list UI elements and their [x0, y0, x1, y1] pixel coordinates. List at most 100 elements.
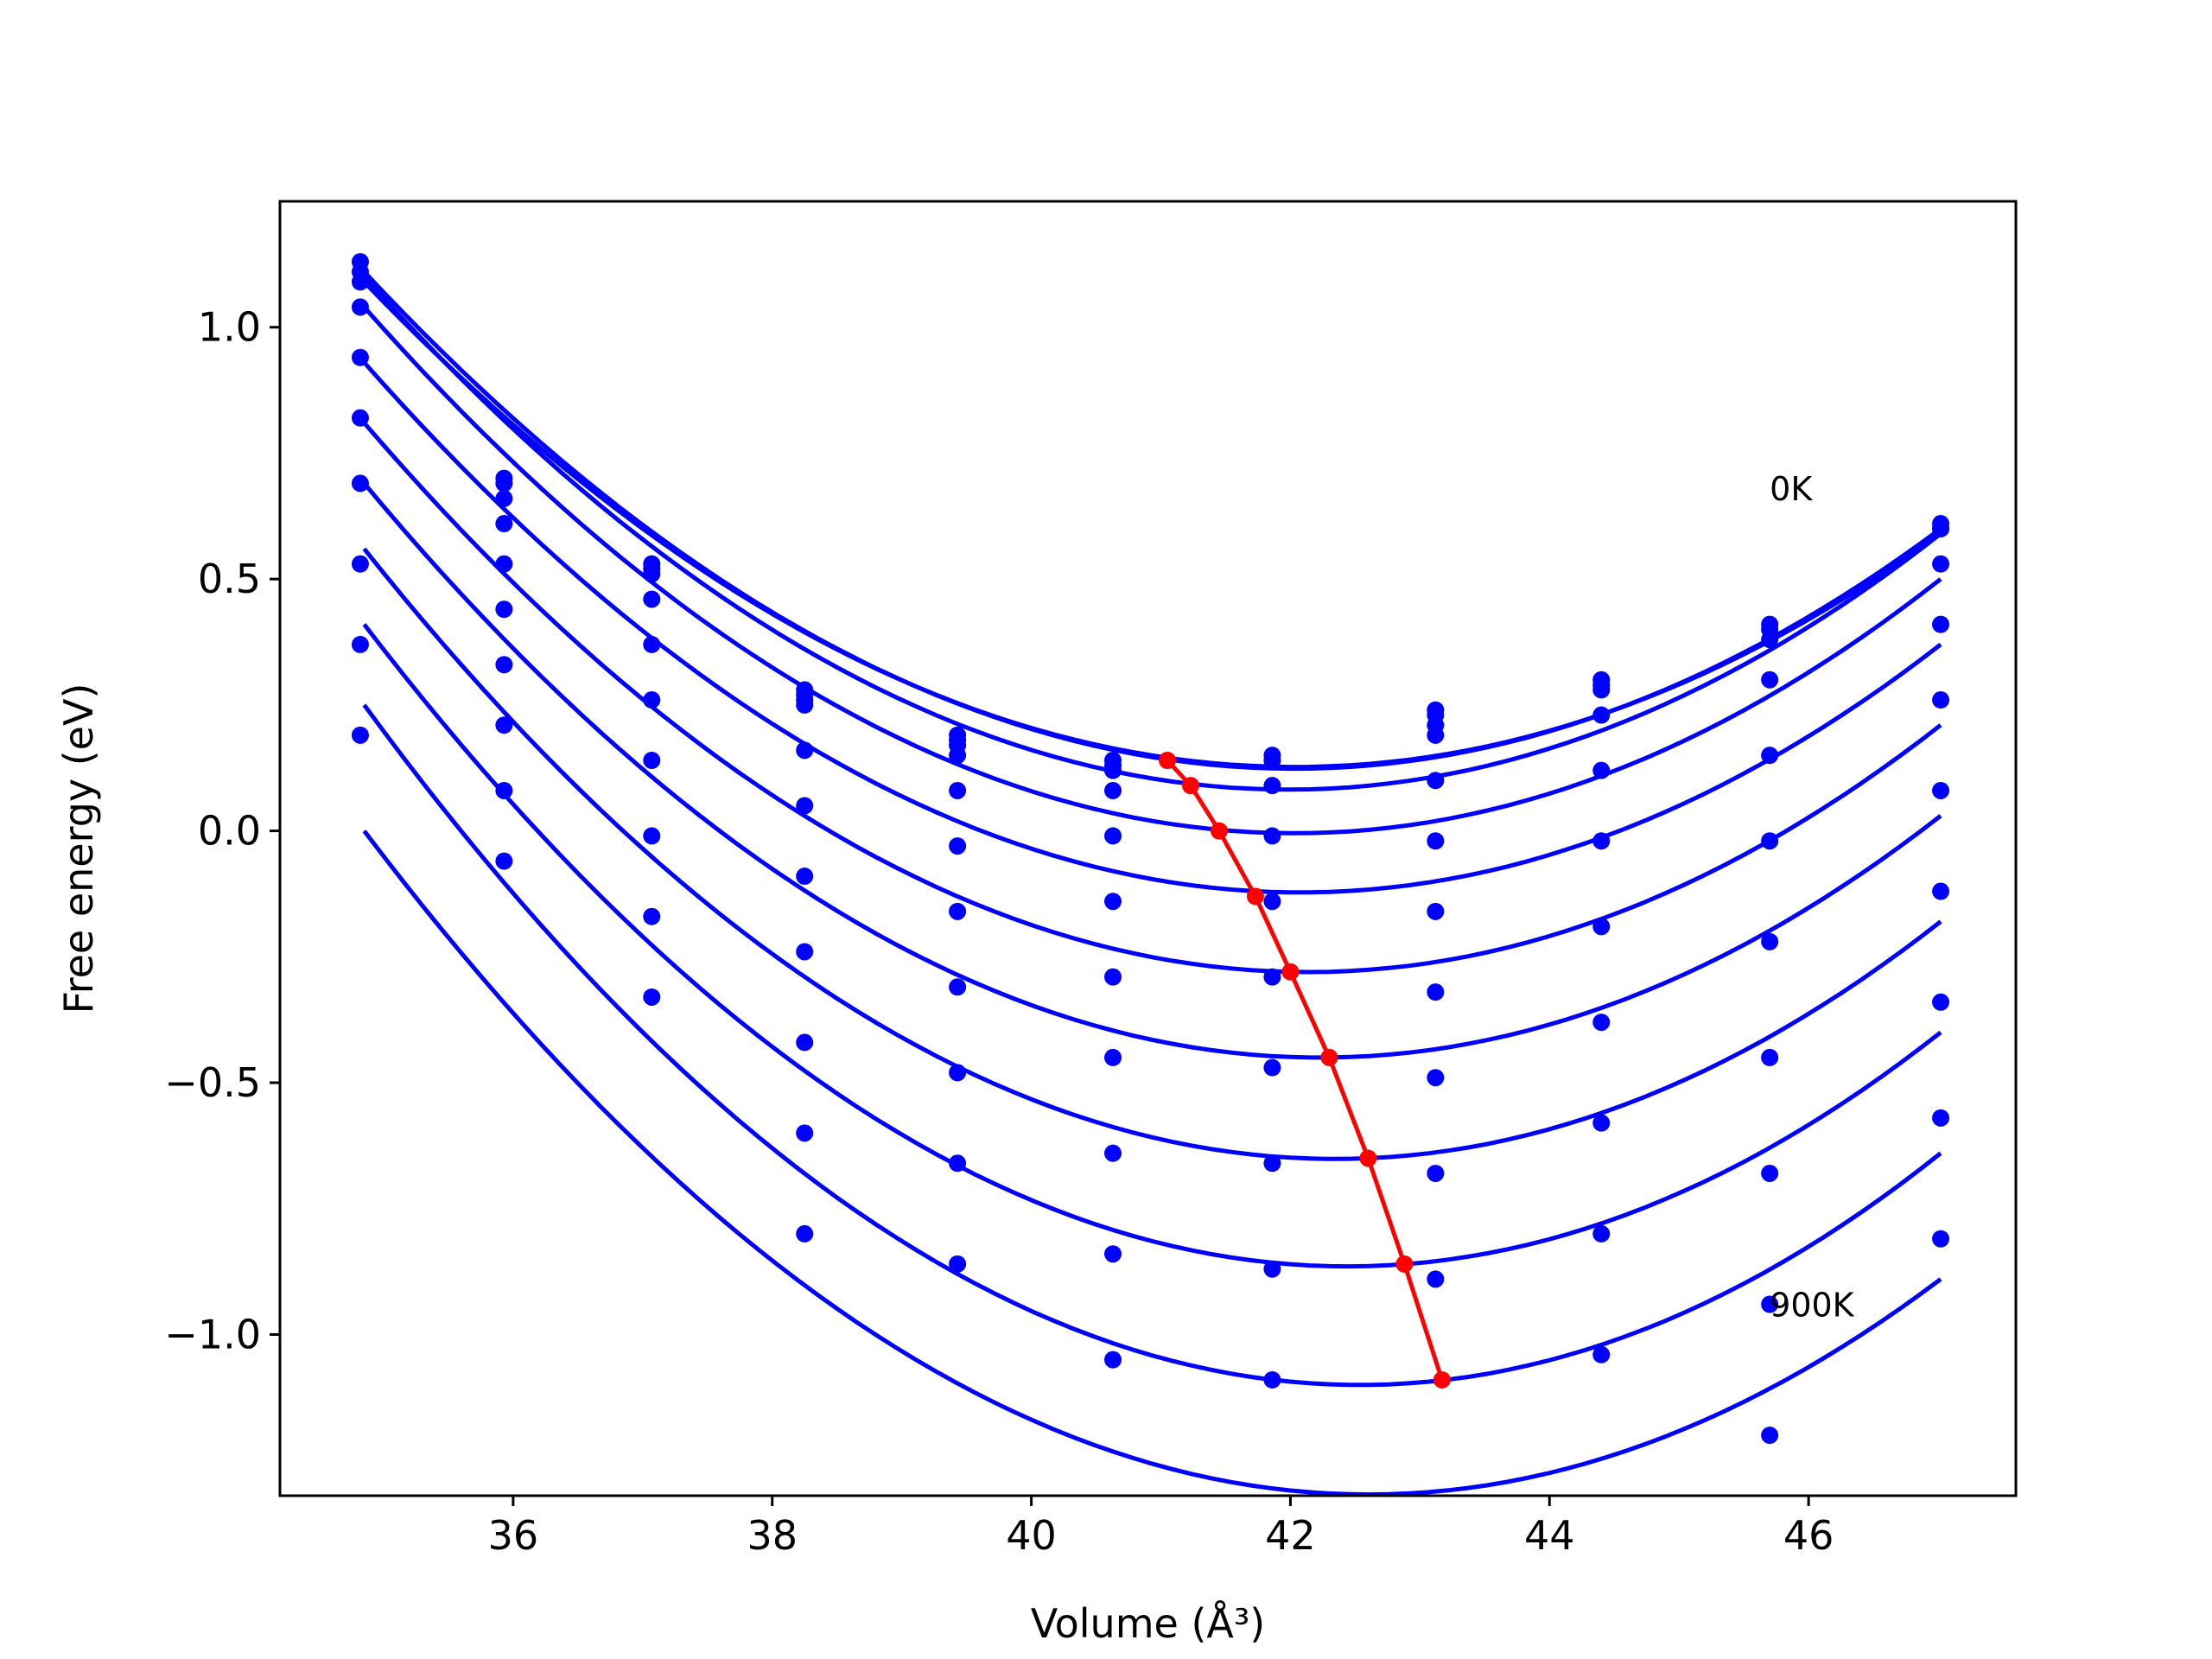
x-tick-label: 42 — [1265, 1512, 1316, 1559]
temperature-annotation-1: 0K — [1770, 470, 1813, 508]
data-point-9-6 — [1104, 1144, 1122, 1162]
data-point-5-1 — [351, 348, 369, 366]
data-point-6-5 — [949, 837, 967, 855]
data-point-7-7 — [1263, 968, 1281, 986]
axes-frame — [278, 200, 2018, 1497]
data-point-4-3 — [643, 590, 661, 608]
fit-curve-3 — [362, 275, 1942, 792]
data-point-8-8 — [1427, 983, 1445, 1001]
data-point-5-7 — [1263, 827, 1281, 845]
minimum-point-2 — [1181, 777, 1199, 795]
data-point-7-10 — [1761, 932, 1779, 950]
data-point-8-1 — [351, 555, 369, 573]
data-point-11-4 — [796, 1224, 814, 1243]
data-point-7-8 — [1427, 902, 1445, 920]
data-point-9-3 — [643, 907, 661, 925]
data-point-4-11 — [1932, 555, 1950, 573]
data-point-10-10 — [1761, 1295, 1779, 1313]
data-point-7-2 — [495, 656, 513, 674]
fit-curve-2 — [362, 280, 1942, 770]
data-point-3-11 — [1932, 519, 1950, 537]
data-point-10-11 — [1932, 1109, 1950, 1127]
data-point-3-9 — [1592, 681, 1611, 699]
data-point-11-8 — [1427, 1270, 1445, 1288]
data-point-5-3 — [643, 635, 661, 653]
data-point-9-9 — [1592, 1114, 1611, 1132]
data-point-6-10 — [1761, 832, 1779, 850]
data-point-6-4 — [796, 797, 814, 815]
data-point-9-10 — [1761, 1164, 1779, 1182]
data-point-5-8 — [1427, 772, 1445, 790]
fit-curve-8 — [362, 547, 1942, 1161]
minimum-point-9 — [1433, 1370, 1451, 1389]
data-point-4-7 — [1263, 777, 1281, 795]
fit-curve-11 — [362, 830, 1942, 1497]
data-point-3-10 — [1761, 631, 1779, 649]
data-point-10-7 — [1263, 1260, 1281, 1278]
data-point-3-7 — [1263, 751, 1281, 769]
data-point-5-6 — [1104, 827, 1122, 845]
y-axis: −1.0 −0.5 0.0 0.5 1.0 — [164, 304, 280, 1357]
data-point-10-6 — [1104, 1245, 1122, 1263]
minimum-point-1 — [1158, 751, 1176, 769]
data-point-10-8 — [1427, 1164, 1445, 1182]
y-tick-label: 0.5 — [198, 556, 261, 602]
data-point-4-9 — [1592, 706, 1611, 724]
fit-curve-6 — [362, 421, 1942, 975]
fit-curve-5 — [362, 360, 1942, 895]
minimum-point-3 — [1210, 822, 1228, 840]
data-point-6-3 — [643, 691, 661, 709]
minimum-point-7 — [1359, 1149, 1377, 1167]
data-point-3-6 — [1104, 761, 1122, 779]
fit-curve-10 — [362, 703, 1942, 1388]
x-tick-label: 40 — [1006, 1512, 1057, 1559]
data-point-11-7 — [1263, 1370, 1281, 1389]
temperature-annotation-2: 900K — [1770, 1287, 1855, 1325]
data-point-9-8 — [1427, 1069, 1445, 1087]
x-tick-label: 38 — [747, 1512, 798, 1559]
data-point-4-2 — [495, 515, 513, 533]
data-point-10-2 — [495, 852, 513, 870]
data-point-5-9 — [1592, 761, 1611, 779]
fit-curve-9 — [362, 623, 1942, 1269]
data-point-4-6 — [1104, 781, 1122, 799]
data-point-8-6 — [1104, 1048, 1122, 1066]
data-point-10-4 — [796, 1124, 814, 1142]
data-point-10-1 — [351, 726, 369, 744]
data-point-9-5 — [949, 1064, 967, 1082]
data-point-5-5 — [949, 781, 967, 799]
annotations: 0K 900K — [1770, 470, 1855, 1324]
data-point-5-11 — [1932, 615, 1950, 633]
data-point-5-10 — [1761, 747, 1779, 765]
data-point-8-5 — [949, 978, 967, 996]
x-axis: 36 38 40 42 44 46 — [488, 1496, 1834, 1559]
x-tick-label: 36 — [488, 1512, 539, 1559]
data-point-10-9 — [1592, 1224, 1611, 1243]
data-point-11-5 — [949, 1255, 967, 1273]
data-point-7-3 — [643, 751, 661, 769]
y-tick-label: −0.5 — [164, 1059, 261, 1106]
data-point-7-11 — [1932, 781, 1950, 799]
x-axis-label: Volume (Å³) — [1031, 1600, 1266, 1647]
data-point-7-6 — [1104, 968, 1122, 986]
data-point-11-11 — [1932, 1230, 1950, 1248]
data-point-8-4 — [796, 943, 814, 961]
data-point-6-1 — [351, 409, 369, 427]
minimum-point-5 — [1281, 963, 1300, 981]
data-point-4-8 — [1427, 726, 1445, 744]
y-axis-label: Free energy (eV) — [55, 683, 102, 1014]
data-point-4-10 — [1761, 671, 1779, 689]
data-point-6-8 — [1427, 832, 1445, 850]
data-point-6-7 — [1263, 893, 1281, 911]
data-point-5-4 — [796, 741, 814, 760]
data-point-9-2 — [495, 781, 513, 799]
data-point-7-9 — [1592, 918, 1611, 936]
data-point-3-1 — [351, 273, 369, 291]
y-tick-label: −1.0 — [164, 1311, 261, 1357]
data-point-4-4 — [796, 696, 814, 714]
minimum-point-6 — [1320, 1048, 1338, 1066]
data-point-8-2 — [495, 716, 513, 734]
data-point-8-3 — [643, 827, 661, 845]
